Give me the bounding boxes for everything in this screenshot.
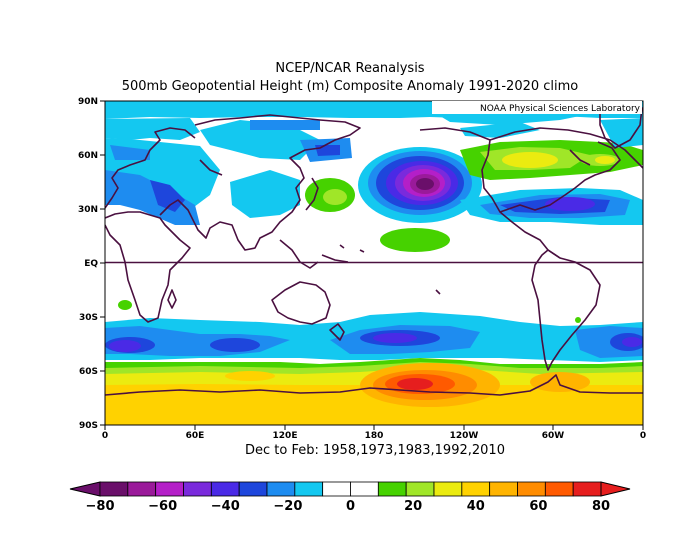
colorbar-swatch bbox=[517, 481, 546, 497]
colorbar-swatch bbox=[405, 481, 435, 497]
colorbar: −80 −60 −40 −20 0 20 40 60 80 bbox=[69, 481, 631, 514]
colorbar-swatch bbox=[238, 481, 268, 497]
colorbar-swatch bbox=[433, 481, 463, 497]
colorbar-swatch bbox=[99, 481, 129, 497]
colorbar-swatch bbox=[266, 481, 296, 497]
map-title: NCEP/NCAR Reanalysis bbox=[275, 61, 425, 76]
coastlines bbox=[105, 104, 643, 396]
colorbar-swatch bbox=[544, 481, 574, 497]
colorbar-label: 80 bbox=[592, 499, 610, 514]
colorbar-left-arrow bbox=[69, 481, 101, 497]
colorbar-swatch bbox=[294, 481, 324, 497]
colorbar-swatch bbox=[155, 481, 184, 497]
colorbar-label: −80 bbox=[86, 499, 115, 514]
lat-label-30s: 30S bbox=[79, 313, 98, 323]
lat-label-90s: 90S bbox=[79, 421, 98, 431]
credit-text: NOAA Physical Sciences Laboratory bbox=[480, 104, 641, 114]
lat-label-eq: EQ bbox=[84, 259, 98, 269]
colorbar-swatch bbox=[350, 481, 379, 497]
map-subtitle: 500mb Geopotential Height (m) Composite … bbox=[121, 79, 579, 94]
colorbar-label: 60 bbox=[529, 499, 547, 514]
lon-label-120e: 120E bbox=[273, 431, 298, 441]
colorbar-label: 40 bbox=[467, 499, 485, 514]
lat-label-60n: 60N bbox=[78, 151, 98, 161]
colorbar-swatch bbox=[572, 481, 602, 497]
lon-label-0: 0 bbox=[102, 431, 108, 441]
colorbar-label: −40 bbox=[211, 499, 240, 514]
colorbar-right-arrow bbox=[600, 481, 631, 497]
lat-label-30n: 30N bbox=[78, 205, 98, 215]
lon-label-60e: 60E bbox=[186, 431, 205, 441]
anomaly-field bbox=[105, 101, 643, 425]
lon-label-120w: 120W bbox=[450, 431, 479, 441]
credit-box bbox=[432, 101, 642, 114]
colorbar-label: 20 bbox=[404, 499, 422, 514]
lon-label-0-right: 0 bbox=[640, 431, 646, 441]
colorbar-swatch bbox=[489, 481, 518, 497]
lon-label-180: 180 bbox=[365, 431, 384, 441]
colorbar-label: −20 bbox=[273, 499, 302, 514]
colorbar-label: 0 bbox=[346, 499, 355, 514]
colorbar-swatch bbox=[322, 481, 351, 497]
colorbar-swatch bbox=[377, 481, 407, 497]
lat-ticks bbox=[100, 100, 105, 426]
lon-label-60w: 60W bbox=[542, 431, 565, 441]
colorbar-swatch bbox=[127, 481, 157, 497]
lat-label-60s: 60S bbox=[79, 367, 98, 377]
lon-ticks bbox=[104, 425, 644, 430]
colorbar-label: −60 bbox=[148, 499, 177, 514]
colorbar-swatch bbox=[461, 481, 491, 497]
lat-label-90n: 90N bbox=[78, 97, 98, 107]
colorbar-swatch bbox=[183, 481, 212, 497]
colorbar-swatch bbox=[210, 481, 240, 497]
composite-years: Dec to Feb: 1958,1973,1983,1992,2010 bbox=[245, 443, 505, 458]
